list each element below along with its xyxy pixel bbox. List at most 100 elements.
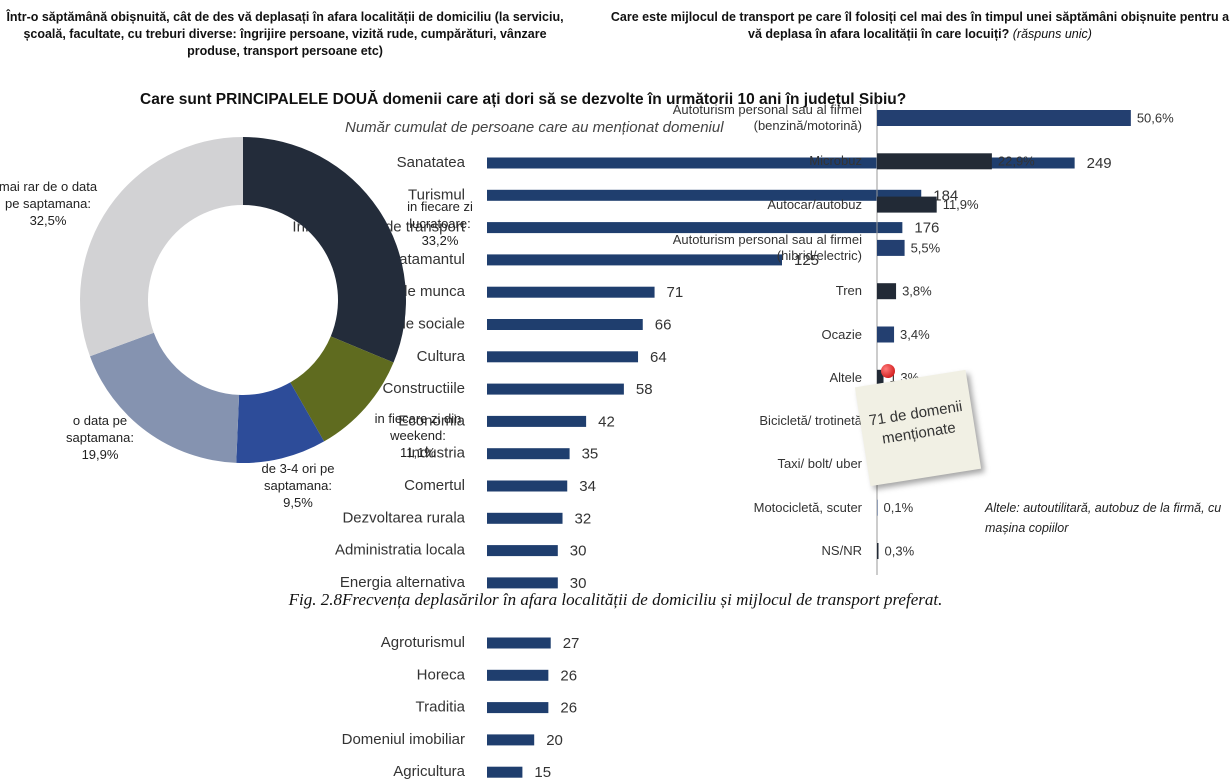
bar — [877, 499, 878, 516]
slice-label: de 3-4 ori pe saptamana: 9,5% — [248, 460, 348, 511]
bar — [487, 157, 1075, 169]
value-label: 30 — [570, 575, 587, 592]
bar — [877, 153, 992, 170]
category-label: Bicicletă/ trotinetă — [759, 413, 862, 429]
bar — [877, 110, 1131, 126]
bar — [877, 369, 884, 386]
category-label: Agroturismul — [381, 634, 465, 651]
category-label: Agricultura — [393, 763, 465, 780]
slice-label: in fiecare zi lucratoare: 33,2% — [390, 198, 490, 249]
sticky-note: 71 de domenii menționate — [854, 369, 982, 487]
transport-title-note: (răspuns unic) — [1012, 27, 1092, 41]
bar — [877, 283, 897, 300]
value-label: 30 — [570, 543, 587, 560]
category-label: Energia alternativa — [340, 574, 466, 591]
bar — [487, 286, 655, 298]
bar — [487, 702, 549, 714]
value-label: 26 — [560, 700, 577, 717]
bar — [487, 383, 624, 395]
donut-slice — [290, 336, 394, 442]
caption: Fig. 2.8Frecvența deplasărilor în afara … — [288, 590, 943, 609]
category-label: Cultura — [417, 348, 466, 365]
value-label: 71 — [667, 284, 684, 301]
category-label: Dezvoltarea rurala — [342, 509, 465, 526]
value-label: 3,8% — [902, 284, 932, 299]
category-label: Microbuz — [809, 153, 862, 169]
value-label: 125 — [794, 252, 819, 269]
slice-value-label: 33,2% — [421, 233, 459, 248]
category-label: Comertul — [404, 477, 465, 494]
value-label: 32 — [575, 510, 592, 527]
slice-category: mai rar de o data pe saptamana: — [0, 179, 98, 211]
value-label: 27 — [563, 635, 580, 652]
category-label: Horeca — [417, 666, 466, 683]
value-label: 42 — [598, 413, 615, 430]
bar — [487, 577, 558, 589]
bar — [487, 512, 563, 524]
slice-category: o data pe saptamana: — [66, 413, 134, 445]
bar — [487, 734, 535, 746]
bar — [487, 637, 551, 649]
donut-slice — [243, 137, 406, 363]
value-label: 3,4% — [900, 327, 930, 342]
value-label: 0,3% — [885, 543, 915, 558]
category-label: Motocicletă, scuter — [753, 499, 862, 515]
bar — [877, 326, 895, 343]
value-label: 66 — [655, 316, 672, 333]
value-label: 0,1% — [884, 500, 914, 515]
category-label: Industria — [407, 445, 465, 462]
transport-title: Care este mijlocul de transport pe care … — [610, 9, 1230, 43]
category-label: Economia — [398, 412, 465, 429]
slice-label: o data pe saptamana: 19,9% — [50, 412, 150, 463]
slice-category: in fiecare zi lucratoare: — [407, 199, 473, 231]
category-label: Turismul — [408, 186, 465, 203]
slice-value-label: 19,9% — [81, 447, 119, 462]
value-label: 22,9% — [998, 154, 1035, 169]
category-label: NS/NR — [821, 543, 862, 558]
bar — [487, 669, 549, 681]
bar — [487, 415, 587, 427]
value-label: 26 — [560, 667, 577, 684]
slice-category: in fiecare zi din weekend: — [374, 411, 462, 443]
value-label: 20 — [546, 732, 563, 749]
donut-title: Într-o săptămână obișnuită, cât de des v… — [6, 10, 564, 58]
slice-value-label: 9,5% — [283, 495, 313, 510]
bar — [487, 319, 643, 330]
value-label: 58 — [636, 381, 653, 398]
category-label: Autoturism personal sau al firmei (benzi… — [672, 102, 862, 133]
value-label: 34 — [579, 478, 596, 495]
slice-value-label: 32,5% — [29, 213, 67, 228]
bar — [487, 351, 639, 363]
bar — [487, 222, 903, 234]
slice-label: mai rar de o data pe saptamana: 32,5% — [0, 178, 98, 229]
slice-label: in fiecare zi din weekend: 11,1% — [368, 410, 468, 461]
chart-title: Care sunt PRINCIPALELE DOUĂ domenii care… — [140, 91, 906, 108]
category-label: Traditia — [416, 699, 466, 716]
category-label: Altele — [829, 369, 862, 385]
donut-slice — [89, 332, 240, 463]
bar — [877, 543, 879, 559]
transport-title-text: Care este mijlocul de transport pe care … — [610, 10, 1230, 41]
category-label: Sanatatea — [397, 154, 466, 171]
pin — [881, 364, 895, 378]
donut-slice — [236, 382, 325, 463]
category-label: Domeniul imobiliar — [342, 731, 465, 748]
value-label: 184 — [933, 187, 958, 204]
slice-category: de 3-4 ori pe saptamana: — [261, 461, 335, 493]
category-label: Ocazie — [821, 326, 862, 342]
bar — [487, 189, 922, 201]
bar — [877, 196, 937, 213]
category-label: Constructiile — [382, 380, 465, 397]
bar — [487, 545, 558, 557]
value-label: 249 — [1087, 155, 1112, 172]
bar — [487, 766, 523, 778]
bar — [487, 254, 782, 266]
slice-value-label: 11,1% — [400, 445, 436, 460]
donut-chart — [79, 137, 406, 463]
chart-subtitle: Număr cumulat de persoane care au mențio… — [345, 119, 724, 136]
value-label: 176 — [914, 220, 939, 237]
annotation: Altele: autoutilitară, autobuz de la fir… — [985, 501, 1222, 535]
value-label: 64 — [650, 349, 667, 366]
